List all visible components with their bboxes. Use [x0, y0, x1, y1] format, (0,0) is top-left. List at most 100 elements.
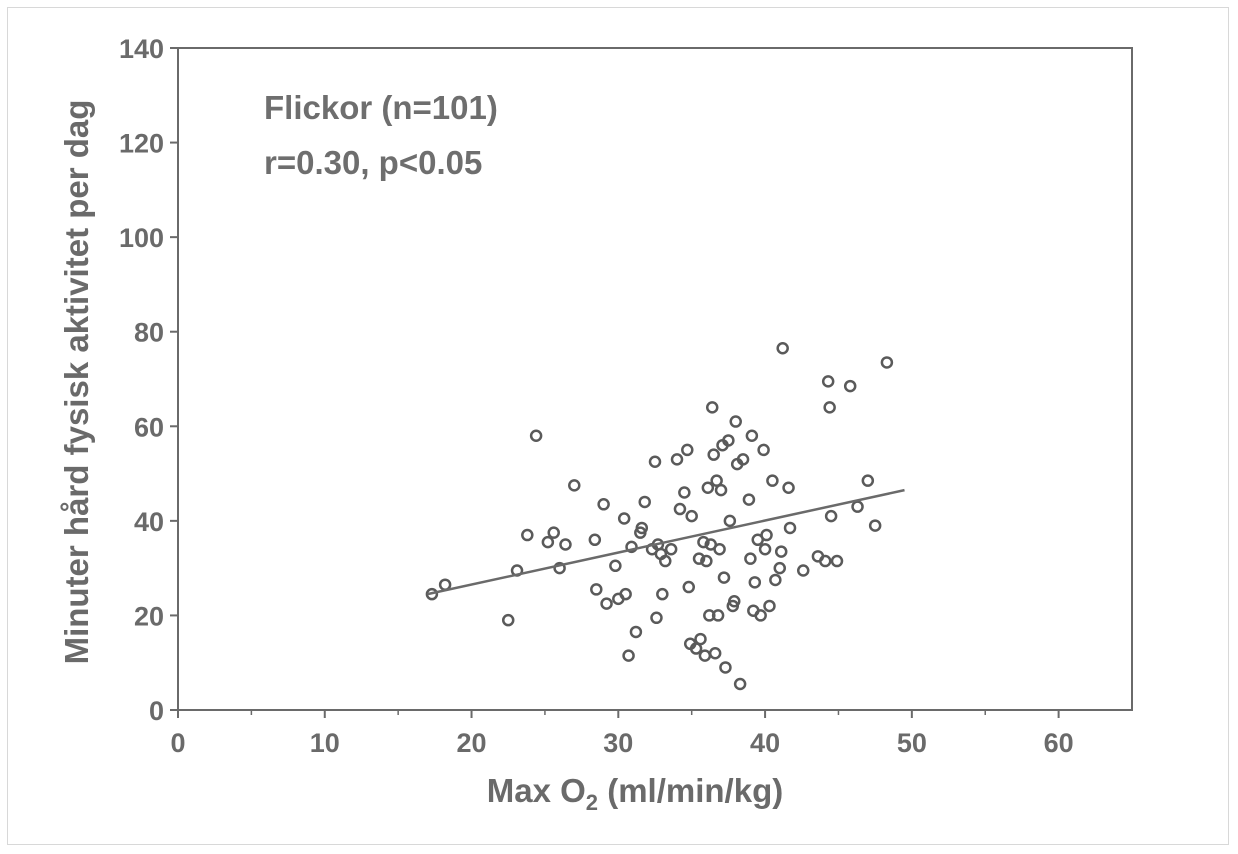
- data-point: [766, 474, 779, 487]
- data-point: [821, 375, 835, 388]
- data-point: [796, 564, 810, 577]
- data-points: [425, 342, 894, 691]
- data-point: [689, 642, 703, 655]
- data-point: [650, 611, 663, 625]
- data-point: [664, 542, 678, 556]
- data-point: [659, 554, 672, 568]
- trend-line-group: [427, 488, 905, 596]
- data-point: [713, 542, 726, 556]
- data-point: [547, 526, 560, 539]
- data-point: [733, 677, 747, 691]
- x-axis-title-prefix: Max O: [487, 772, 586, 809]
- data-point: [521, 528, 534, 542]
- data-point: [678, 486, 691, 499]
- data-point: [757, 443, 770, 457]
- data-point: [697, 535, 710, 549]
- data-point: [776, 342, 789, 355]
- data-point: [638, 495, 651, 509]
- data-point: [754, 609, 767, 622]
- data-point: [722, 434, 735, 447]
- data-point: [629, 625, 643, 639]
- data-point: [736, 453, 750, 466]
- data-point: [501, 613, 515, 627]
- x-tick-label: 50: [897, 728, 927, 758]
- y-tick-label: 120: [119, 129, 164, 159]
- annotation-title: Flickor (n=101): [264, 89, 498, 126]
- data-point: [625, 540, 638, 554]
- data-point: [851, 500, 864, 513]
- data-point: [824, 509, 838, 523]
- y-tick-label: 60: [134, 412, 164, 442]
- data-point: [742, 493, 756, 506]
- data-point: [717, 571, 731, 584]
- annotation-stats: r=0.30, p<0.05: [264, 144, 482, 181]
- chart-frame: [7, 7, 1229, 845]
- data-point: [830, 554, 844, 568]
- data-point: [710, 474, 723, 487]
- data-point: [819, 554, 832, 568]
- data-point: [635, 521, 649, 535]
- y-tick-label: 0: [149, 696, 164, 726]
- data-point: [763, 599, 776, 613]
- data-point: [588, 533, 602, 547]
- trend-line: [427, 488, 905, 596]
- data-point: [692, 552, 706, 565]
- data-point: [760, 528, 773, 542]
- data-point: [609, 559, 622, 573]
- data-point: [773, 561, 787, 575]
- data-point: [425, 587, 439, 601]
- x-tick-label: 10: [310, 728, 340, 758]
- y-tick-label: 100: [119, 223, 164, 253]
- data-point: [723, 514, 737, 528]
- data-point: [541, 535, 555, 549]
- x-tick-label: 20: [457, 728, 487, 758]
- x-tick-label: 0: [170, 728, 185, 758]
- data-point: [553, 561, 566, 575]
- x-axis-title: Max O2 (ml/min/kg): [487, 772, 783, 815]
- data-point: [590, 583, 603, 596]
- x-tick-label: 40: [750, 728, 780, 758]
- data-point: [707, 448, 720, 461]
- data-point: [843, 379, 857, 393]
- data-point: [682, 580, 696, 594]
- data-point: [701, 481, 715, 495]
- y-tick-label: 140: [119, 34, 164, 64]
- y-tick-label: 80: [134, 318, 164, 348]
- data-point: [617, 512, 631, 525]
- y-tick-label: 20: [134, 601, 164, 631]
- data-point: [708, 647, 722, 660]
- data-point: [568, 479, 581, 492]
- data-point: [619, 587, 632, 601]
- data-point: [656, 587, 669, 601]
- data-point: [529, 429, 543, 442]
- axes: [177, 47, 1133, 711]
- data-point: [823, 401, 836, 414]
- data-point: [729, 415, 742, 428]
- data-point: [559, 538, 572, 551]
- data-point: [694, 632, 707, 646]
- data-point: [769, 573, 782, 587]
- y-tick-label: 40: [134, 507, 164, 537]
- data-point: [700, 554, 713, 568]
- data-point: [774, 545, 788, 558]
- data-point: [728, 594, 741, 608]
- data-point: [719, 661, 732, 674]
- data-point: [711, 609, 725, 622]
- data-point: [673, 502, 687, 516]
- data-point: [705, 401, 719, 414]
- plot-area-border: [177, 47, 1133, 711]
- data-point: [597, 498, 610, 511]
- data-point: [670, 453, 684, 466]
- data-point: [745, 429, 759, 442]
- x-tick-label: 30: [603, 728, 633, 758]
- data-point: [868, 519, 882, 532]
- data-point: [622, 649, 635, 662]
- data-point: [714, 483, 728, 497]
- x-axis-title-subscript: 2: [586, 790, 598, 815]
- data-point: [748, 576, 762, 589]
- data-point: [758, 542, 772, 556]
- data-point: [681, 443, 694, 457]
- data-point: [744, 552, 757, 565]
- y-axis-title: Minuter hård fysisk aktivitet per dag: [58, 100, 95, 665]
